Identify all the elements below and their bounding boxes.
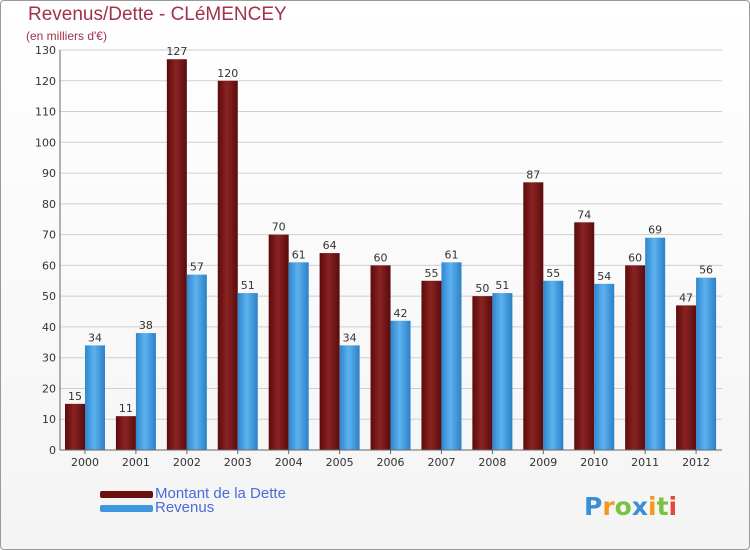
bar-revenus <box>543 280 564 450</box>
bar-revenus <box>645 237 666 450</box>
y-tick-label: 120 <box>35 75 56 88</box>
bar-dette <box>370 265 391 450</box>
data-label-dette: 60 <box>374 251 388 264</box>
x-tick-label: 2001 <box>122 456 150 469</box>
y-tick-label: 100 <box>35 136 56 149</box>
y-tick-label: 20 <box>42 382 56 395</box>
data-label-dette: 74 <box>577 208 591 221</box>
bar-revenus <box>594 283 615 450</box>
y-tick-label: 60 <box>42 259 56 272</box>
y-tick-label: 70 <box>42 229 56 242</box>
data-label-dette: 15 <box>68 390 82 403</box>
data-label-dette: 120 <box>217 67 238 80</box>
x-tick-label: 2004 <box>275 456 303 469</box>
data-label-revenus: 51 <box>241 279 255 292</box>
data-label-dette: 64 <box>323 239 337 252</box>
bar-revenus <box>186 274 207 450</box>
data-label-revenus: 61 <box>292 248 306 261</box>
data-label-revenus: 69 <box>648 224 662 237</box>
y-tick-label: 130 <box>35 44 56 57</box>
bar-dette <box>472 296 493 450</box>
bar-dette <box>574 222 595 450</box>
x-tick-label: 2012 <box>682 456 710 469</box>
chart-subtitle: (en milliers d'€) <box>26 29 107 43</box>
legend-swatch-dette <box>100 491 153 498</box>
data-label-dette: 87 <box>526 168 540 181</box>
logo-text: Proxiti <box>584 492 677 521</box>
proxiti-logo: Proxiti <box>584 492 677 521</box>
bar-dette <box>421 280 442 450</box>
bar-dette <box>676 305 697 450</box>
data-label-dette: 60 <box>628 251 642 264</box>
data-label-revenus: 42 <box>394 307 408 320</box>
x-tick-label: 2009 <box>529 456 557 469</box>
x-tick-label: 2007 <box>427 456 455 469</box>
bar-revenus <box>492 293 513 450</box>
bar-revenus <box>390 320 411 450</box>
x-tick-label: 2011 <box>631 456 659 469</box>
bar-revenus <box>441 262 462 450</box>
bar-revenus <box>237 293 258 450</box>
y-tick-label: 30 <box>42 352 56 365</box>
bar-dette <box>319 253 340 450</box>
legend-label-revenus: Revenus <box>155 499 215 516</box>
data-label-revenus: 34 <box>343 331 357 344</box>
x-tick-label: 2002 <box>173 456 201 469</box>
data-label-revenus: 34 <box>88 331 102 344</box>
bar-revenus <box>85 345 105 450</box>
data-label-revenus: 54 <box>597 270 611 283</box>
bar-dette <box>523 182 544 451</box>
chart-title: Revenus/Dette - CLéMENCEY <box>28 4 287 25</box>
x-tick-label: 2010 <box>580 456 608 469</box>
legend-swatch-revenus <box>100 505 153 512</box>
x-tick-label: 2005 <box>326 456 354 469</box>
x-tick-label: 2000 <box>71 456 99 469</box>
legend-label-dette: Montant de la Dette <box>155 485 286 502</box>
data-label-dette: 11 <box>119 402 133 415</box>
bar-dette <box>65 403 85 450</box>
bar-dette <box>268 234 289 450</box>
bar-dette <box>115 416 136 450</box>
bar-revenus <box>288 262 309 450</box>
y-tick-label: 110 <box>35 106 56 119</box>
y-tick-label: 0 <box>49 444 56 457</box>
x-tick-label: 2006 <box>377 456 405 469</box>
bar-dette <box>217 80 238 451</box>
x-tick-label: 2008 <box>478 456 506 469</box>
data-label-revenus: 56 <box>699 264 713 277</box>
y-tick-label: 80 <box>42 198 56 211</box>
data-label-revenus: 55 <box>546 267 560 280</box>
data-label-dette: 50 <box>475 282 489 295</box>
data-label-revenus: 61 <box>444 248 458 261</box>
data-label-dette: 47 <box>679 291 693 304</box>
data-label-revenus: 57 <box>190 261 204 274</box>
bar-dette <box>625 265 646 450</box>
data-label-revenus: 38 <box>139 319 153 332</box>
data-label-dette: 127 <box>166 45 187 58</box>
y-tick-label: 10 <box>42 413 56 426</box>
data-label-dette: 55 <box>424 267 438 280</box>
bar-revenus <box>135 333 156 450</box>
x-tick-label: 2003 <box>224 456 252 469</box>
y-tick-label: 90 <box>42 167 56 180</box>
y-tick-label: 50 <box>42 290 56 303</box>
data-label-revenus: 51 <box>495 279 509 292</box>
bar-revenus <box>339 345 360 450</box>
bar-revenus <box>696 277 717 450</box>
y-tick-label: 40 <box>42 321 56 334</box>
data-label-dette: 70 <box>272 221 286 234</box>
bar-dette <box>166 59 187 450</box>
